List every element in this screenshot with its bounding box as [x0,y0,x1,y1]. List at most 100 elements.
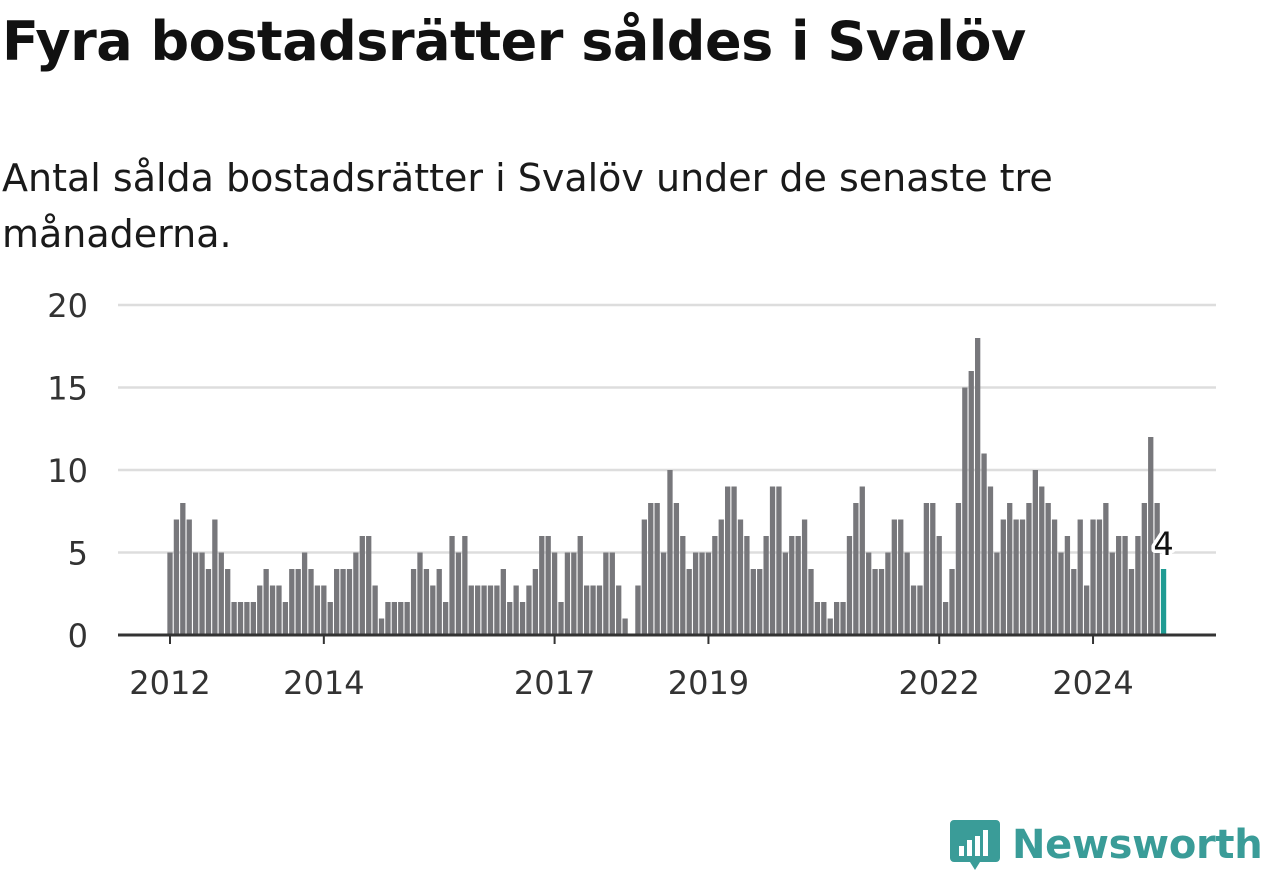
bar [878,569,885,635]
bar [981,453,987,635]
bar [1026,503,1032,635]
bar [750,569,756,635]
bar [1032,470,1038,635]
bar [372,585,378,635]
chart-title: Fyra bostadsrätter såldes i Svalöv [2,10,1026,73]
bar [173,519,180,635]
bar [481,585,487,635]
bar [263,569,269,635]
y-tick-label: 0 [68,617,88,655]
bar [930,503,936,635]
bar [731,486,737,635]
bar-chart: 0 5 10 15 20 2012 2014 2017 2019 2022 2024 4 [47,287,1216,700]
bar [782,552,789,635]
bar [539,536,545,635]
bar [1128,569,1135,635]
bar [757,569,763,635]
bar [1058,552,1064,635]
bar [616,585,622,635]
bar [1064,536,1071,635]
bar [795,536,801,635]
bar [910,585,917,635]
bar [558,602,564,635]
bar [507,602,513,635]
bar [846,536,853,635]
bar [475,585,481,635]
x-tick-label: 2017 [514,664,595,700]
bar [955,503,962,635]
bar [1013,519,1019,635]
bar [635,585,641,635]
x-tick-label: 2014 [283,664,364,700]
bar [519,602,526,635]
bar [1096,519,1103,635]
bar [660,552,667,635]
bar [1071,569,1077,635]
bar [577,536,583,635]
bar [898,519,904,635]
bar [917,585,923,635]
bar [686,569,692,635]
bar [186,519,192,635]
bar [167,552,173,635]
bar [257,585,263,635]
bar [353,552,359,635]
bar [276,585,282,635]
bar [1103,503,1109,635]
data-label: 4 [1153,525,1173,563]
bar [545,536,551,635]
bar [949,569,955,635]
bar [308,569,314,635]
bar [244,602,250,635]
bar [975,338,981,635]
bar [1000,519,1006,635]
bar [551,552,558,635]
bar [654,503,660,635]
bar [808,569,814,635]
bar [866,552,872,635]
bar [667,470,673,635]
bar [231,602,237,635]
bar [404,602,410,635]
bar [680,536,686,635]
bar [962,387,968,635]
bar [1007,503,1013,635]
y-tick-label: 5 [68,535,88,573]
bar [218,552,224,635]
bar [840,602,846,635]
bar [609,552,615,635]
bar [340,569,346,635]
bar [430,585,436,635]
bar [821,602,827,635]
bar [346,569,353,635]
bar [436,569,442,635]
bar [526,585,532,635]
bar [744,536,750,635]
bar [622,618,628,635]
bar [1116,536,1122,635]
bar [301,552,308,635]
bar [225,569,231,635]
brand-name: Newsworthy [1012,822,1262,868]
y-tick-label: 10 [47,452,88,490]
bar [712,536,718,635]
bar [1160,569,1167,635]
bar [763,536,769,635]
bar [494,585,500,635]
bar [442,602,449,635]
bar [641,519,647,635]
bar [250,602,256,635]
bar [1019,519,1026,635]
newsworthy-logo-icon [950,820,1000,870]
bar [321,585,327,635]
bar [513,585,519,635]
bar [385,602,391,635]
bar [237,602,244,635]
bar [1135,536,1141,635]
bar [192,552,199,635]
bar [487,585,494,635]
bar [936,536,942,635]
bar [423,569,430,635]
bar [968,371,974,635]
bar [801,519,808,635]
